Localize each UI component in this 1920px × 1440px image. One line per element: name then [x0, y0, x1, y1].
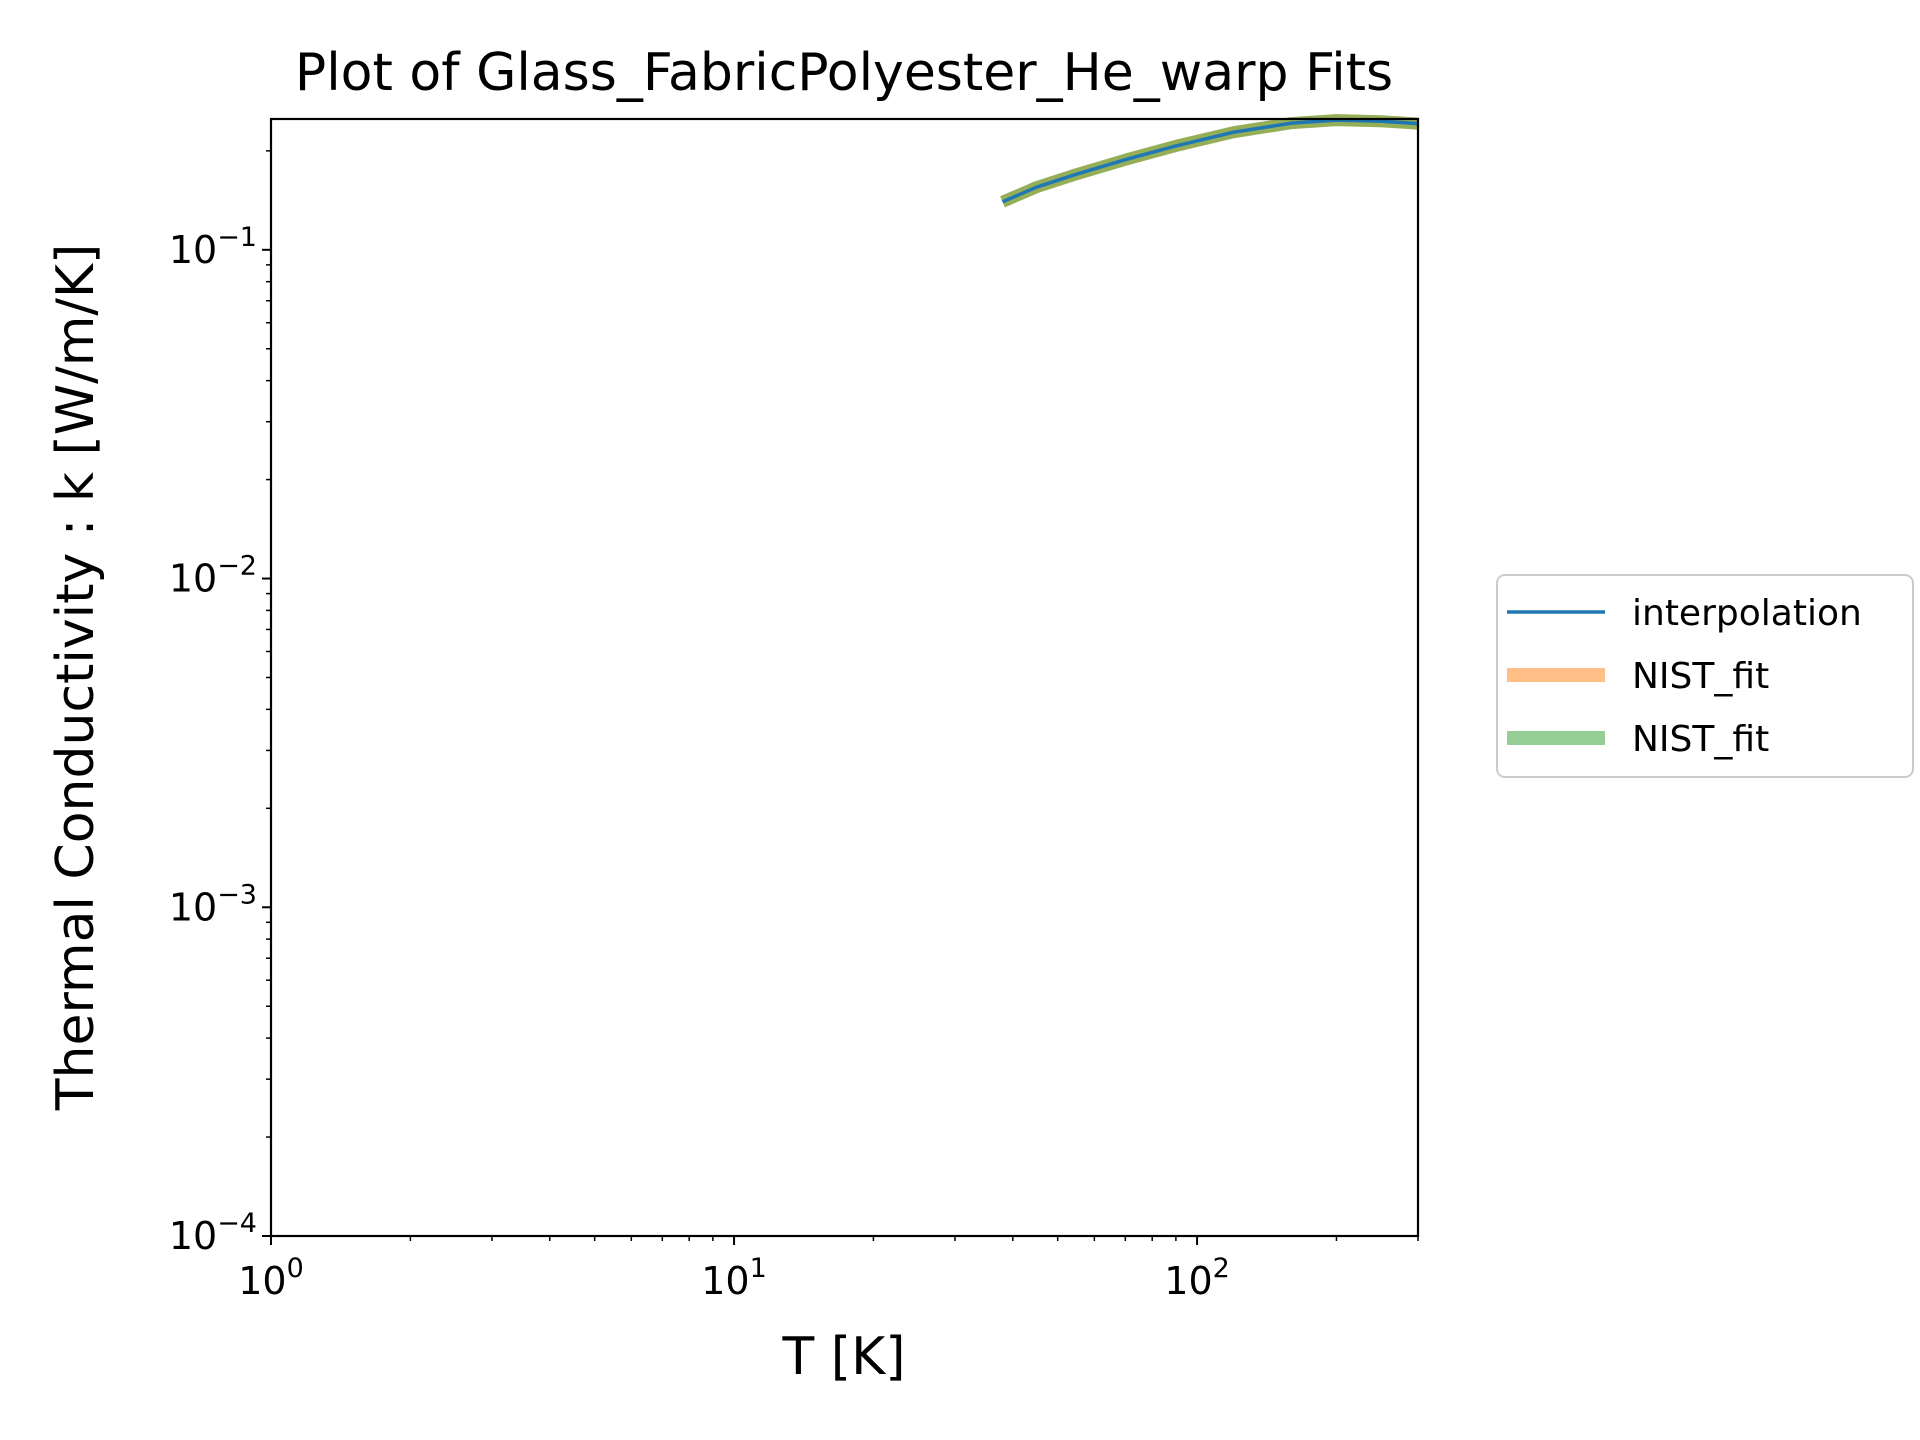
y-axis-label: Thermal Conductivity : k [W/m/K] — [46, 244, 106, 1112]
chart-title: Plot of Glass_FabricPolyester_He_warp Fi… — [295, 43, 1393, 103]
y-tick-label: 10−3 — [169, 879, 257, 929]
x-axis-ticks: 100 101 102 — [238, 1236, 1419, 1303]
legend-label-0: interpolation — [1632, 593, 1862, 634]
x-axis-label: T [K] — [782, 1327, 906, 1387]
legend-label-1: NIST_fit — [1632, 656, 1769, 697]
y-tick-label: 10−4 — [169, 1208, 257, 1258]
legend: interpolation NIST_fit NIST_fit — [1496, 574, 1914, 778]
series-line-0 — [1001, 118, 1419, 204]
y-axis-ticks: 10−4 10−3 10−2 10−1 — [169, 150, 271, 1258]
legend-frame — [1496, 574, 1914, 778]
series-layer — [1000, 114, 1419, 208]
x-tick-label: 101 — [701, 1253, 767, 1303]
y-tick-label: 10−1 — [169, 222, 257, 272]
legend-label-2: NIST_fit — [1632, 719, 1769, 760]
y-tick-label: 10−2 — [169, 551, 257, 601]
x-tick-label: 100 — [238, 1253, 304, 1303]
x-tick-label: 102 — [1164, 1253, 1230, 1303]
